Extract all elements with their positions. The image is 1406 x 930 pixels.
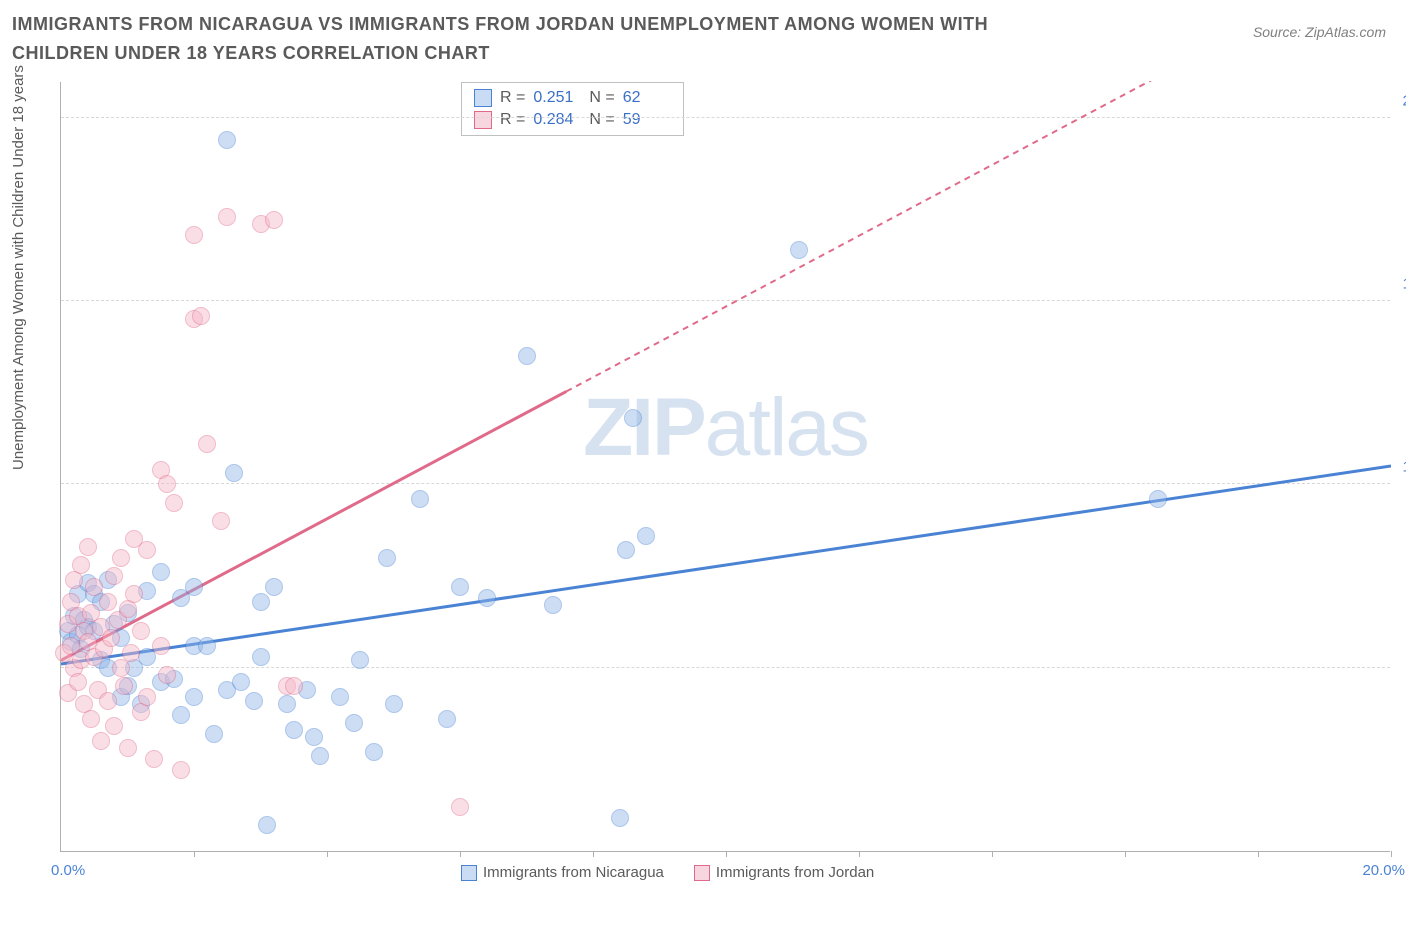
data-point [105, 567, 123, 585]
data-point [119, 739, 137, 757]
data-point [378, 549, 396, 567]
source-attribution: Source: ZipAtlas.com [1253, 24, 1386, 40]
data-point [185, 226, 203, 244]
data-point [72, 556, 90, 574]
data-point [365, 743, 383, 761]
data-point [285, 677, 303, 695]
data-point [252, 648, 270, 666]
x-tick [194, 851, 195, 857]
legend-swatch [461, 865, 477, 881]
data-point [438, 710, 456, 728]
data-point [518, 347, 536, 365]
data-point [331, 688, 349, 706]
data-point [617, 541, 635, 559]
legend-item: Immigrants from Jordan [694, 864, 874, 881]
data-point [637, 527, 655, 545]
x-tick [327, 851, 328, 857]
data-point [69, 673, 87, 691]
data-point [790, 241, 808, 259]
data-point [99, 593, 117, 611]
data-point [165, 494, 183, 512]
data-point [172, 706, 190, 724]
series-legend: Immigrants from Nicaragua Immigrants from… [461, 864, 874, 881]
data-point [145, 750, 163, 768]
data-point [265, 578, 283, 596]
data-point [351, 651, 369, 669]
x-tick [859, 851, 860, 857]
data-point [205, 725, 223, 743]
data-point [85, 578, 103, 596]
data-point [152, 637, 170, 655]
data-point [158, 666, 176, 684]
x-tick [1391, 851, 1392, 857]
data-point [345, 714, 363, 732]
data-point [79, 538, 97, 556]
data-point [185, 688, 203, 706]
legend-label: Immigrants from Nicaragua [483, 864, 664, 881]
data-point [115, 677, 133, 695]
chart-plot-area: ZIPatlas R =0.251N =62R =0.284N =59 Immi… [60, 82, 1390, 852]
x-tick [460, 851, 461, 857]
data-point [305, 728, 323, 746]
data-point [122, 644, 140, 662]
x-axis-max-label: 20.0% [1362, 862, 1405, 879]
data-point [112, 549, 130, 567]
data-point [218, 208, 236, 226]
data-point [158, 475, 176, 493]
x-tick [593, 851, 594, 857]
data-point [385, 695, 403, 713]
data-point [152, 563, 170, 581]
data-point [192, 307, 210, 325]
legend-label: Immigrants from Jordan [716, 864, 874, 881]
data-point [198, 435, 216, 453]
data-point [451, 798, 469, 816]
legend-swatch [694, 865, 710, 881]
data-point [451, 578, 469, 596]
data-point [138, 688, 156, 706]
data-point [252, 593, 270, 611]
data-point [611, 809, 629, 827]
x-axis-min-label: 0.0% [51, 862, 85, 879]
data-point [132, 622, 150, 640]
x-tick [1125, 851, 1126, 857]
x-tick [726, 851, 727, 857]
regression-lines [61, 81, 1391, 851]
data-point [278, 695, 296, 713]
data-point [225, 464, 243, 482]
chart-title: IMMIGRANTS FROM NICARAGUA VS IMMIGRANTS … [12, 10, 1062, 68]
data-point [138, 541, 156, 559]
data-point [624, 409, 642, 427]
data-point [99, 692, 117, 710]
data-point [172, 761, 190, 779]
data-point [285, 721, 303, 739]
data-point [258, 816, 276, 834]
data-point [212, 512, 230, 530]
data-point [478, 589, 496, 607]
data-point [125, 585, 143, 603]
data-point [218, 131, 236, 149]
data-point [411, 490, 429, 508]
x-tick [992, 851, 993, 857]
y-axis-label: Unemployment Among Women with Children U… [10, 65, 27, 470]
x-tick [1258, 851, 1259, 857]
data-point [92, 732, 110, 750]
y-tick-label: 20.0% [1402, 92, 1406, 109]
data-point [311, 747, 329, 765]
data-point [102, 629, 120, 647]
data-point [198, 637, 216, 655]
data-point [1149, 490, 1167, 508]
y-tick-label: 15.0% [1402, 276, 1406, 293]
data-point [245, 692, 263, 710]
data-point [82, 710, 100, 728]
data-point [544, 596, 562, 614]
data-point [185, 578, 203, 596]
data-point [105, 717, 123, 735]
data-point [232, 673, 250, 691]
data-point [265, 211, 283, 229]
legend-item: Immigrants from Nicaragua [461, 864, 664, 881]
y-tick-label: 10.0% [1402, 459, 1406, 476]
